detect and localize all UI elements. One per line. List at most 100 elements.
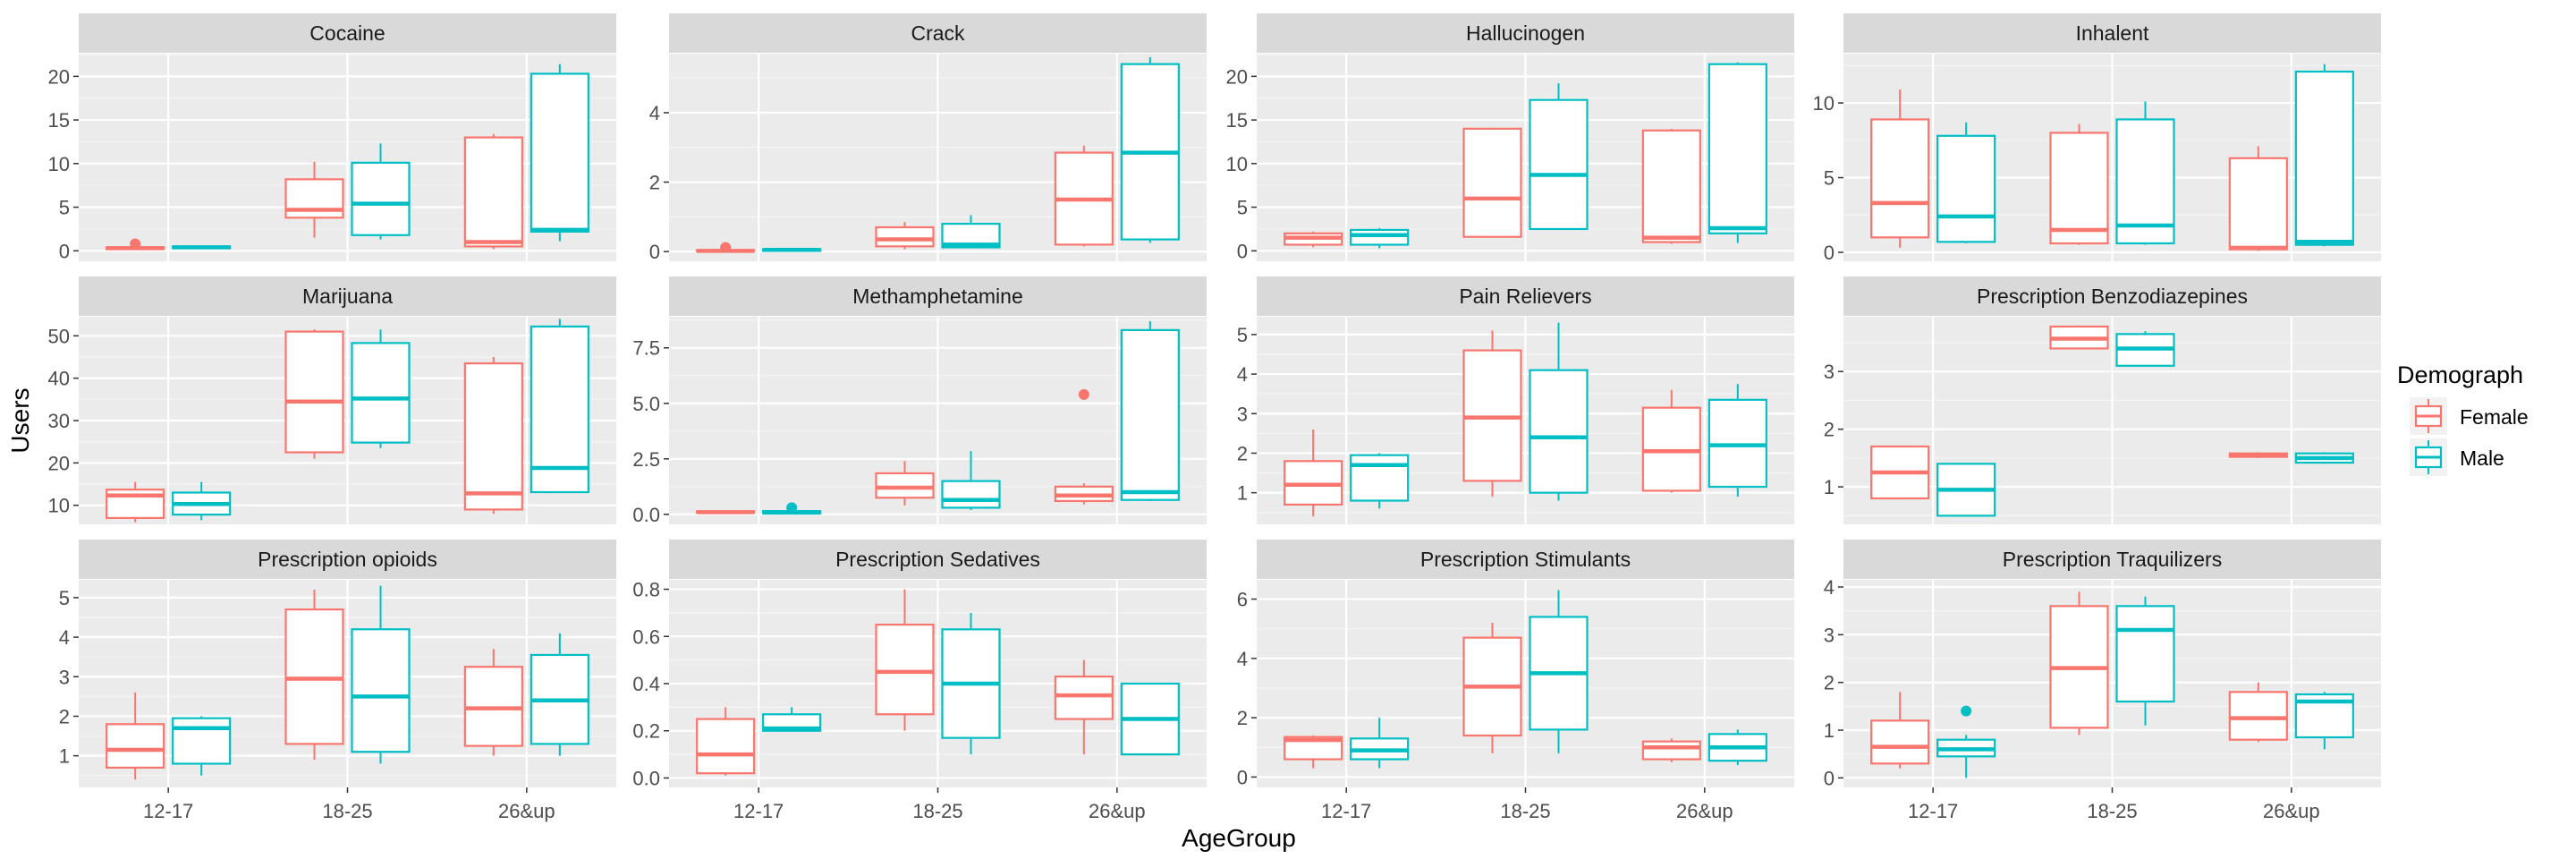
box-male (530, 319, 589, 494)
box-iqr (2115, 118, 2175, 245)
y-tick-label: 0 (1824, 767, 1835, 789)
y-tick-label: 1 (1824, 476, 1835, 498)
y-tick-label: 20 (48, 452, 70, 474)
box-male (530, 633, 589, 756)
box-iqr (1936, 134, 1996, 243)
facet-title: Inhalent (2076, 21, 2149, 45)
y-tick-label: 3 (1824, 361, 1835, 383)
box-female (284, 590, 344, 761)
y-tick-label: 2 (59, 705, 70, 727)
facet-title: Prescription Benzodiazepines (1977, 285, 2248, 308)
box-male (1936, 122, 1996, 243)
box-female (875, 461, 935, 506)
x-axis-title: AgeGroup (1182, 824, 1296, 852)
box-iqr (1350, 228, 1410, 246)
box-female (1641, 389, 1701, 493)
facet-strip (79, 540, 616, 579)
box-male (1707, 384, 1767, 498)
box-female (106, 692, 165, 780)
y-tick-label: 0.0 (632, 504, 660, 526)
box-female (1284, 429, 1343, 517)
legend-title: Demograph (2397, 361, 2523, 388)
box-female (1054, 145, 1114, 247)
box-female (1462, 623, 1522, 753)
y-tick-label: 0 (1237, 240, 1248, 262)
box-iqr (1641, 129, 1701, 243)
box-iqr (2294, 70, 2354, 246)
box-iqr (351, 628, 411, 753)
box-female (1284, 736, 1343, 769)
box-female (463, 649, 523, 756)
outlier-point (130, 238, 141, 250)
box-male (2115, 331, 2175, 367)
box-female (1054, 388, 1114, 505)
y-tick-label: 50 (48, 325, 70, 347)
facet-title: Cocaine (309, 21, 385, 45)
box-male (2294, 452, 2354, 464)
box-female (875, 222, 935, 250)
box-iqr (2115, 605, 2175, 703)
y-tick-label: 4 (59, 626, 70, 649)
y-tick-label: 5 (59, 587, 70, 609)
facet-panel: Prescription opioids 1 2 3 4 5 12-17 18-25 26&up (59, 540, 616, 822)
box-male (530, 64, 589, 242)
y-tick-label: 10 (48, 495, 70, 517)
facet-strip (669, 276, 1207, 316)
box-female (463, 133, 523, 250)
box-iqr (530, 72, 589, 233)
box-female (1284, 231, 1343, 248)
legend-item-female: Female (2410, 397, 2529, 435)
y-tick-label: 5.0 (632, 393, 660, 415)
facet-panel: Hallucinogen 0 5 10 15 20 (1226, 13, 1794, 262)
box-iqr (1120, 328, 1180, 501)
y-tick-label: 0 (1237, 766, 1248, 788)
facet-strip (669, 540, 1207, 579)
y-tick-label: 20 (48, 65, 70, 88)
box-iqr (351, 342, 411, 444)
facet-panel: Marijuana 10 20 30 40 50 (48, 276, 616, 524)
y-tick-label: 2 (649, 172, 660, 194)
box-iqr (172, 717, 232, 765)
box-male (1350, 453, 1410, 509)
box-iqr (875, 623, 935, 716)
outlier-point (1078, 388, 1089, 400)
facet-strip (1257, 540, 1794, 579)
facet-title: Methamphetamine (852, 285, 1023, 308)
box-female (1462, 127, 1522, 238)
box-iqr (284, 178, 344, 219)
x-tick-label: 18-25 (1500, 800, 1550, 822)
facet-title: Prescription Stimulants (1420, 548, 1631, 571)
facet-strip (79, 276, 616, 316)
y-tick-label: 0.4 (632, 673, 660, 695)
box-iqr (1870, 719, 1930, 765)
y-tick-label: 2 (1237, 707, 1248, 729)
facet-strip (1843, 13, 2381, 53)
box-male (941, 451, 1001, 510)
box-female (1870, 89, 1930, 248)
facet-strip (669, 13, 1207, 53)
legend-label: Female (2460, 405, 2529, 429)
box-male (1120, 320, 1180, 501)
box-male (351, 585, 411, 764)
y-tick-label: 2 (1824, 672, 1835, 694)
box-male (1350, 227, 1410, 249)
box-female (1870, 445, 1930, 500)
y-tick-label: 1 (59, 745, 70, 768)
box-female (1641, 738, 1701, 762)
facet-strip (1843, 540, 2381, 579)
legend: Demograph Female Male (2397, 361, 2529, 476)
box-male (1529, 83, 1589, 231)
box-iqr (2228, 691, 2288, 741)
y-tick-label: 2 (1237, 442, 1248, 464)
y-tick-label: 4 (1237, 648, 1248, 670)
box-female (1870, 692, 1930, 769)
box-female (1641, 128, 1701, 244)
facet-panel: Prescription Benzodiazepines 1 2 3 (1824, 276, 2381, 524)
x-tick-label: 18-25 (322, 800, 372, 822)
box-male (1529, 590, 1589, 753)
box-female (2228, 146, 2288, 251)
x-tick-label: 12-17 (143, 800, 193, 822)
y-tick-label: 4 (1824, 576, 1835, 599)
y-tick-label: 5 (1237, 197, 1248, 219)
box-female (2228, 682, 2288, 743)
